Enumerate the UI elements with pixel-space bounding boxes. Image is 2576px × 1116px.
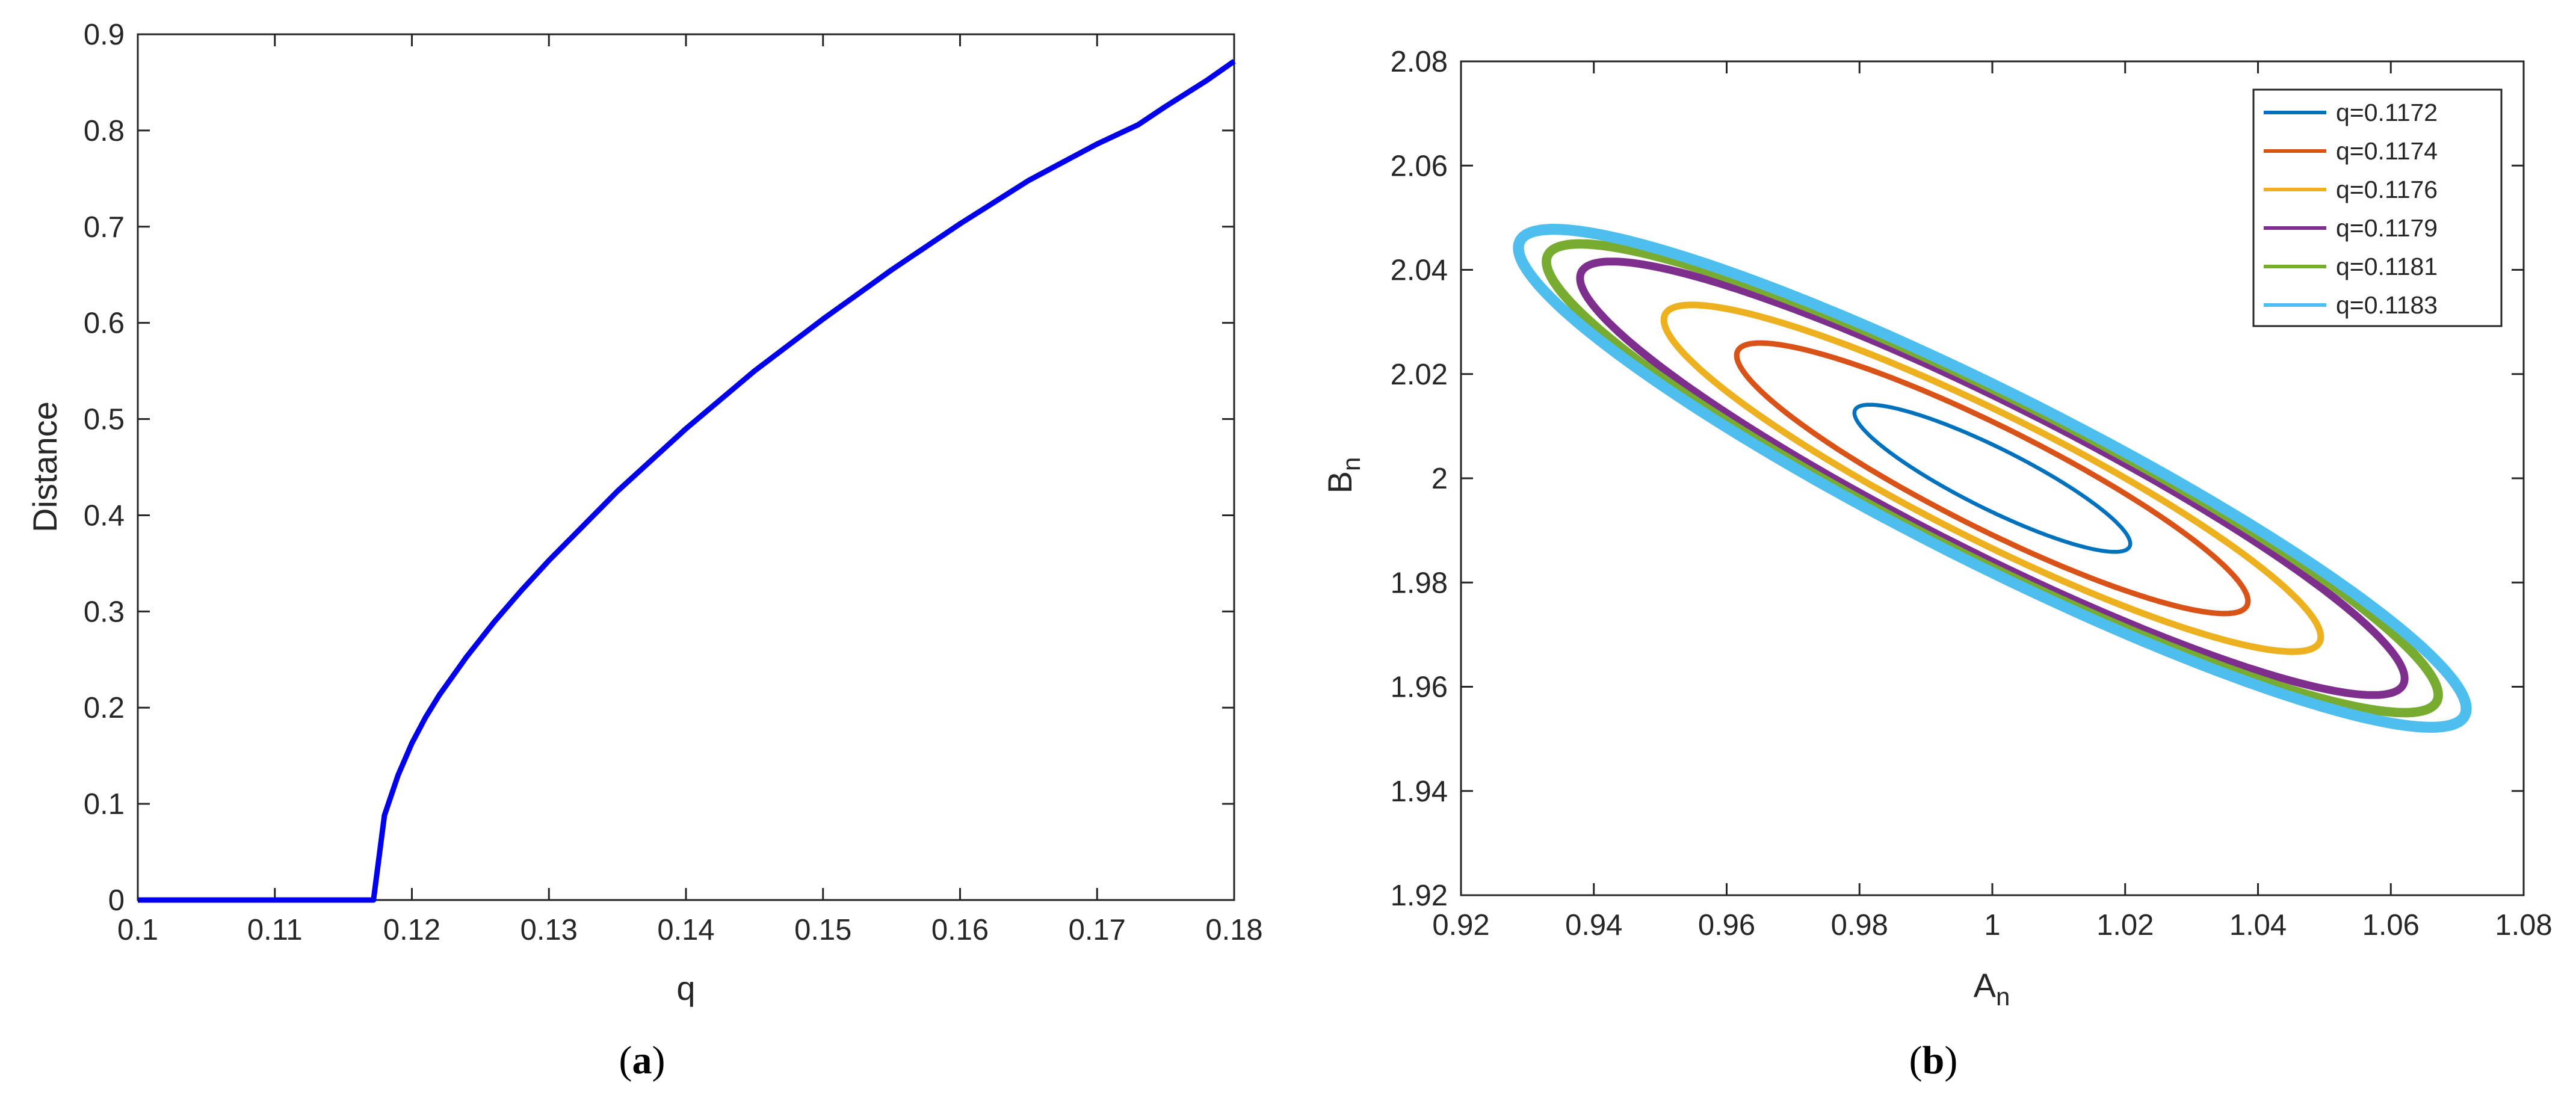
y-tick-label: 2.08 bbox=[1391, 46, 1448, 78]
series-group-a bbox=[138, 59, 1236, 903]
y-tick-label: 2 bbox=[1432, 463, 1448, 495]
chart-panel-b: 0.92 0.94 0.96 0.98 1 1.02 1.04 1.06 1.08 1.921.… bbox=[1321, 46, 2553, 1082]
y-axis-label-b: Bn bbox=[1321, 457, 1365, 494]
x-tick-label: 0.1 bbox=[117, 914, 158, 946]
legend: q=0.1172 q=0.1174 q=0.1176 q=0.1179 q=0.1181… bbox=[2252, 88, 2503, 327]
series-curve-q=0.1174 bbox=[1734, 340, 2251, 617]
x-tick-label: 1.02 bbox=[2096, 909, 2154, 942]
caption-letter-b: b bbox=[1923, 1038, 1945, 1082]
x-tick-label: 0.98 bbox=[1831, 909, 1888, 942]
x-tick-labels-b: 0.92 0.94 0.96 0.98 1 1.02 1.04 1.06 1.08 bbox=[1432, 909, 2552, 942]
y-tick-label: 0.5 bbox=[84, 404, 125, 436]
y-tick-label: 1.98 bbox=[1391, 567, 1448, 599]
legend-label: q=0.1172 bbox=[2336, 99, 2438, 126]
caption-a: (a) bbox=[619, 1038, 666, 1082]
series-line-distance bbox=[138, 59, 1236, 903]
series-curve-q=0.1176 bbox=[1660, 301, 2324, 655]
x-tick-label: 1.08 bbox=[2495, 909, 2552, 942]
y-tick-label: 0.2 bbox=[84, 692, 125, 724]
tick-marks-a bbox=[137, 33, 1235, 901]
y-tick-label: 2.04 bbox=[1391, 254, 1448, 287]
x-tick-label: 0.16 bbox=[931, 914, 989, 946]
y-tick-label: 0.8 bbox=[84, 115, 125, 147]
x-tick-label: 0.13 bbox=[520, 914, 578, 946]
x-tick-label: 0.18 bbox=[1205, 914, 1262, 946]
x-tick-label: 0.12 bbox=[383, 914, 440, 946]
series-group-b bbox=[1513, 224, 2472, 733]
x-axis-label-b: An bbox=[1974, 966, 2010, 1011]
y-tick-label: 1.94 bbox=[1391, 775, 1448, 808]
y-tick-label: 1.92 bbox=[1391, 880, 1448, 912]
y-tick-label: 2.06 bbox=[1391, 150, 1448, 182]
legend-label: q=0.1174 bbox=[2336, 137, 2438, 165]
series-curve-q=0.1183 bbox=[1513, 224, 2472, 733]
x-tick-label: 1 bbox=[1984, 909, 2000, 942]
x-tick-labels-a: 0.1 0.11 0.12 0.13 0.14 0.15 0.16 0.17 0.18 bbox=[117, 914, 1263, 946]
y-tick-labels-b: 1.92 1.94 1.96 1.98 2 2.02 2.04 2.06 2.08 bbox=[1391, 46, 1448, 912]
y-tick-label: 0.4 bbox=[84, 499, 125, 532]
legend-label: q=0.1181 bbox=[2336, 253, 2438, 280]
y-tick-labels-a: 0 0.1 0.2 0.3 0.4 0.5 0.6 0.7 0.8 0.9 bbox=[84, 19, 125, 917]
x-tick-label: 0.11 bbox=[247, 914, 303, 946]
x-tick-label: 1.06 bbox=[2362, 909, 2420, 942]
chart-panel-a: 0.1 0.11 0.12 0.13 0.14 0.15 0.16 0.17 0.18 00.1… bbox=[26, 19, 1263, 1082]
y-tick-label: 0 bbox=[108, 884, 125, 917]
y-tick-label: 1.96 bbox=[1391, 671, 1448, 704]
y-tick-label: 0.6 bbox=[84, 307, 125, 340]
x-tick-label: 0.92 bbox=[1432, 909, 1489, 942]
caption-letter-a: a bbox=[632, 1038, 652, 1082]
y-tick-label: 0.3 bbox=[84, 596, 125, 628]
x-tick-label: 0.14 bbox=[657, 914, 714, 946]
y-tick-label: 2.02 bbox=[1391, 359, 1448, 391]
plot-area-a bbox=[137, 33, 1235, 901]
tick-marks-b bbox=[1460, 60, 2525, 896]
legend-label: q=0.1183 bbox=[2336, 291, 2438, 319]
legend-box bbox=[2252, 88, 2503, 327]
x-tick-label: 0.96 bbox=[1698, 909, 1755, 942]
x-tick-label: 0.17 bbox=[1069, 914, 1126, 946]
y-tick-label: 0.1 bbox=[84, 788, 125, 821]
y-tick-label: 0.7 bbox=[84, 211, 125, 244]
y-axis-label-a: Distance bbox=[26, 401, 64, 532]
series-curve-q=0.1179 bbox=[1576, 257, 2409, 699]
x-axis-label-a: q bbox=[676, 969, 695, 1007]
x-tick-label: 1.04 bbox=[2229, 909, 2287, 942]
caption-b: (b) bbox=[1909, 1038, 1958, 1082]
y-tick-label: 0.9 bbox=[84, 19, 125, 51]
series-curve-q=0.1172 bbox=[1852, 402, 2133, 554]
x-tick-label: 0.15 bbox=[794, 914, 851, 946]
legend-label: q=0.1176 bbox=[2336, 176, 2438, 203]
x-tick-label: 0.94 bbox=[1565, 909, 1622, 942]
legend-label: q=0.1179 bbox=[2336, 214, 2438, 242]
